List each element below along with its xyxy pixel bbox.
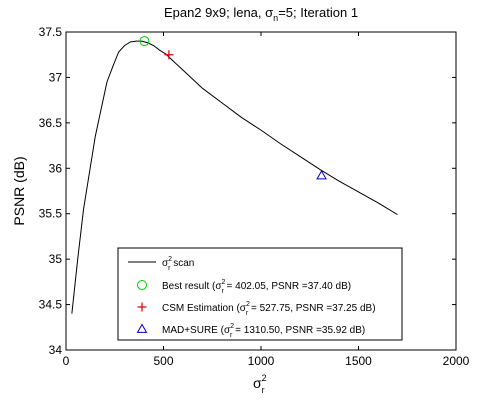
y-tick-label: 34.5 [39, 298, 63, 312]
x-label-sub: r [262, 385, 265, 395]
chart-title: Epan2 9x9; lena, σn=5; Iteration 1 [164, 5, 358, 23]
x-tick-label: 0 [63, 354, 70, 368]
legend-entry-best-result-marker [137, 280, 147, 290]
legend-sup: 2 [168, 256, 172, 263]
legend-entry-csm-estimation-marker [137, 302, 147, 312]
x-tick-label: 1000 [248, 354, 275, 368]
points-layer [139, 36, 327, 180]
y-tick-label: 35.5 [39, 207, 63, 221]
legend-sub: r [230, 332, 233, 339]
y-axis-label: PSNR (dB) [11, 156, 27, 225]
legend-sub: r [246, 310, 249, 317]
title-text: Epan2 9x9; lena, [164, 5, 265, 20]
title-sigma: σ [265, 5, 273, 20]
y-tick-label: 37 [49, 70, 63, 84]
legend-text: σ [162, 258, 169, 269]
legend-text: Best result (σ [162, 281, 222, 292]
x-tick-label: 500 [153, 354, 173, 368]
labels-layer: Epan2 9x9; lena, σn=5; Iteration 1σ2 rPSN… [11, 5, 358, 395]
series-layer [71, 40, 398, 314]
legend-box [117, 247, 403, 341]
legend-text: scan [170, 258, 194, 269]
legend-sub: r [168, 265, 171, 272]
series-line-scan [71, 40, 398, 314]
y-tick-label: 36 [49, 161, 63, 175]
x-label-sup: 2 [262, 373, 267, 383]
y-tick-label: 37.5 [39, 25, 63, 39]
legend-sup: 2 [246, 301, 250, 308]
legend-text: = 402.05, PSNR =37.40 dB) [224, 281, 351, 292]
legend-text: = 1310.50, PSNR =35.92 dB) [232, 325, 365, 336]
y-tick-label: 35 [49, 252, 63, 266]
mad-sure-point [316, 170, 327, 180]
best-result-point [139, 36, 150, 47]
x-tick-label: 2000 [443, 354, 470, 368]
legend-sub: r [221, 288, 224, 295]
y-tick-label: 36.5 [39, 116, 63, 130]
csm-estimation-point [164, 50, 174, 60]
x-tick-label: 1500 [345, 354, 372, 368]
legend-text: MAD+SURE (σ [162, 325, 231, 336]
x-label-base: σ [253, 375, 262, 391]
legend-sup: 2 [230, 323, 234, 330]
legend-sup: 2 [222, 279, 226, 286]
legend-entry-scan-label: σ2 r scan [162, 256, 194, 272]
legend-entry-mad-sure-label: MAD+SURE (σ2 r = 1310.50, PSNR =35.92 dB) [162, 323, 365, 339]
legend-text: CSM Estimation (σ [162, 303, 247, 314]
legend-entry-best-result-label: Best result (σ2 r = 402.05, PSNR =37.40 d… [162, 279, 351, 295]
title-text: =5; Iteration 1 [278, 5, 358, 20]
y-tick-label: 34 [49, 343, 63, 357]
legend-entry-mad-sure-marker [136, 323, 148, 333]
x-axis-label: σ2 r [253, 373, 267, 395]
title-sub: n [273, 13, 278, 23]
legend-text: = 527.75, PSNR =37.25 dB) [248, 303, 375, 314]
legend-entry-csm-estimation-label: CSM Estimation (σ2 r = 527.75, PSNR =37.2… [162, 301, 376, 317]
